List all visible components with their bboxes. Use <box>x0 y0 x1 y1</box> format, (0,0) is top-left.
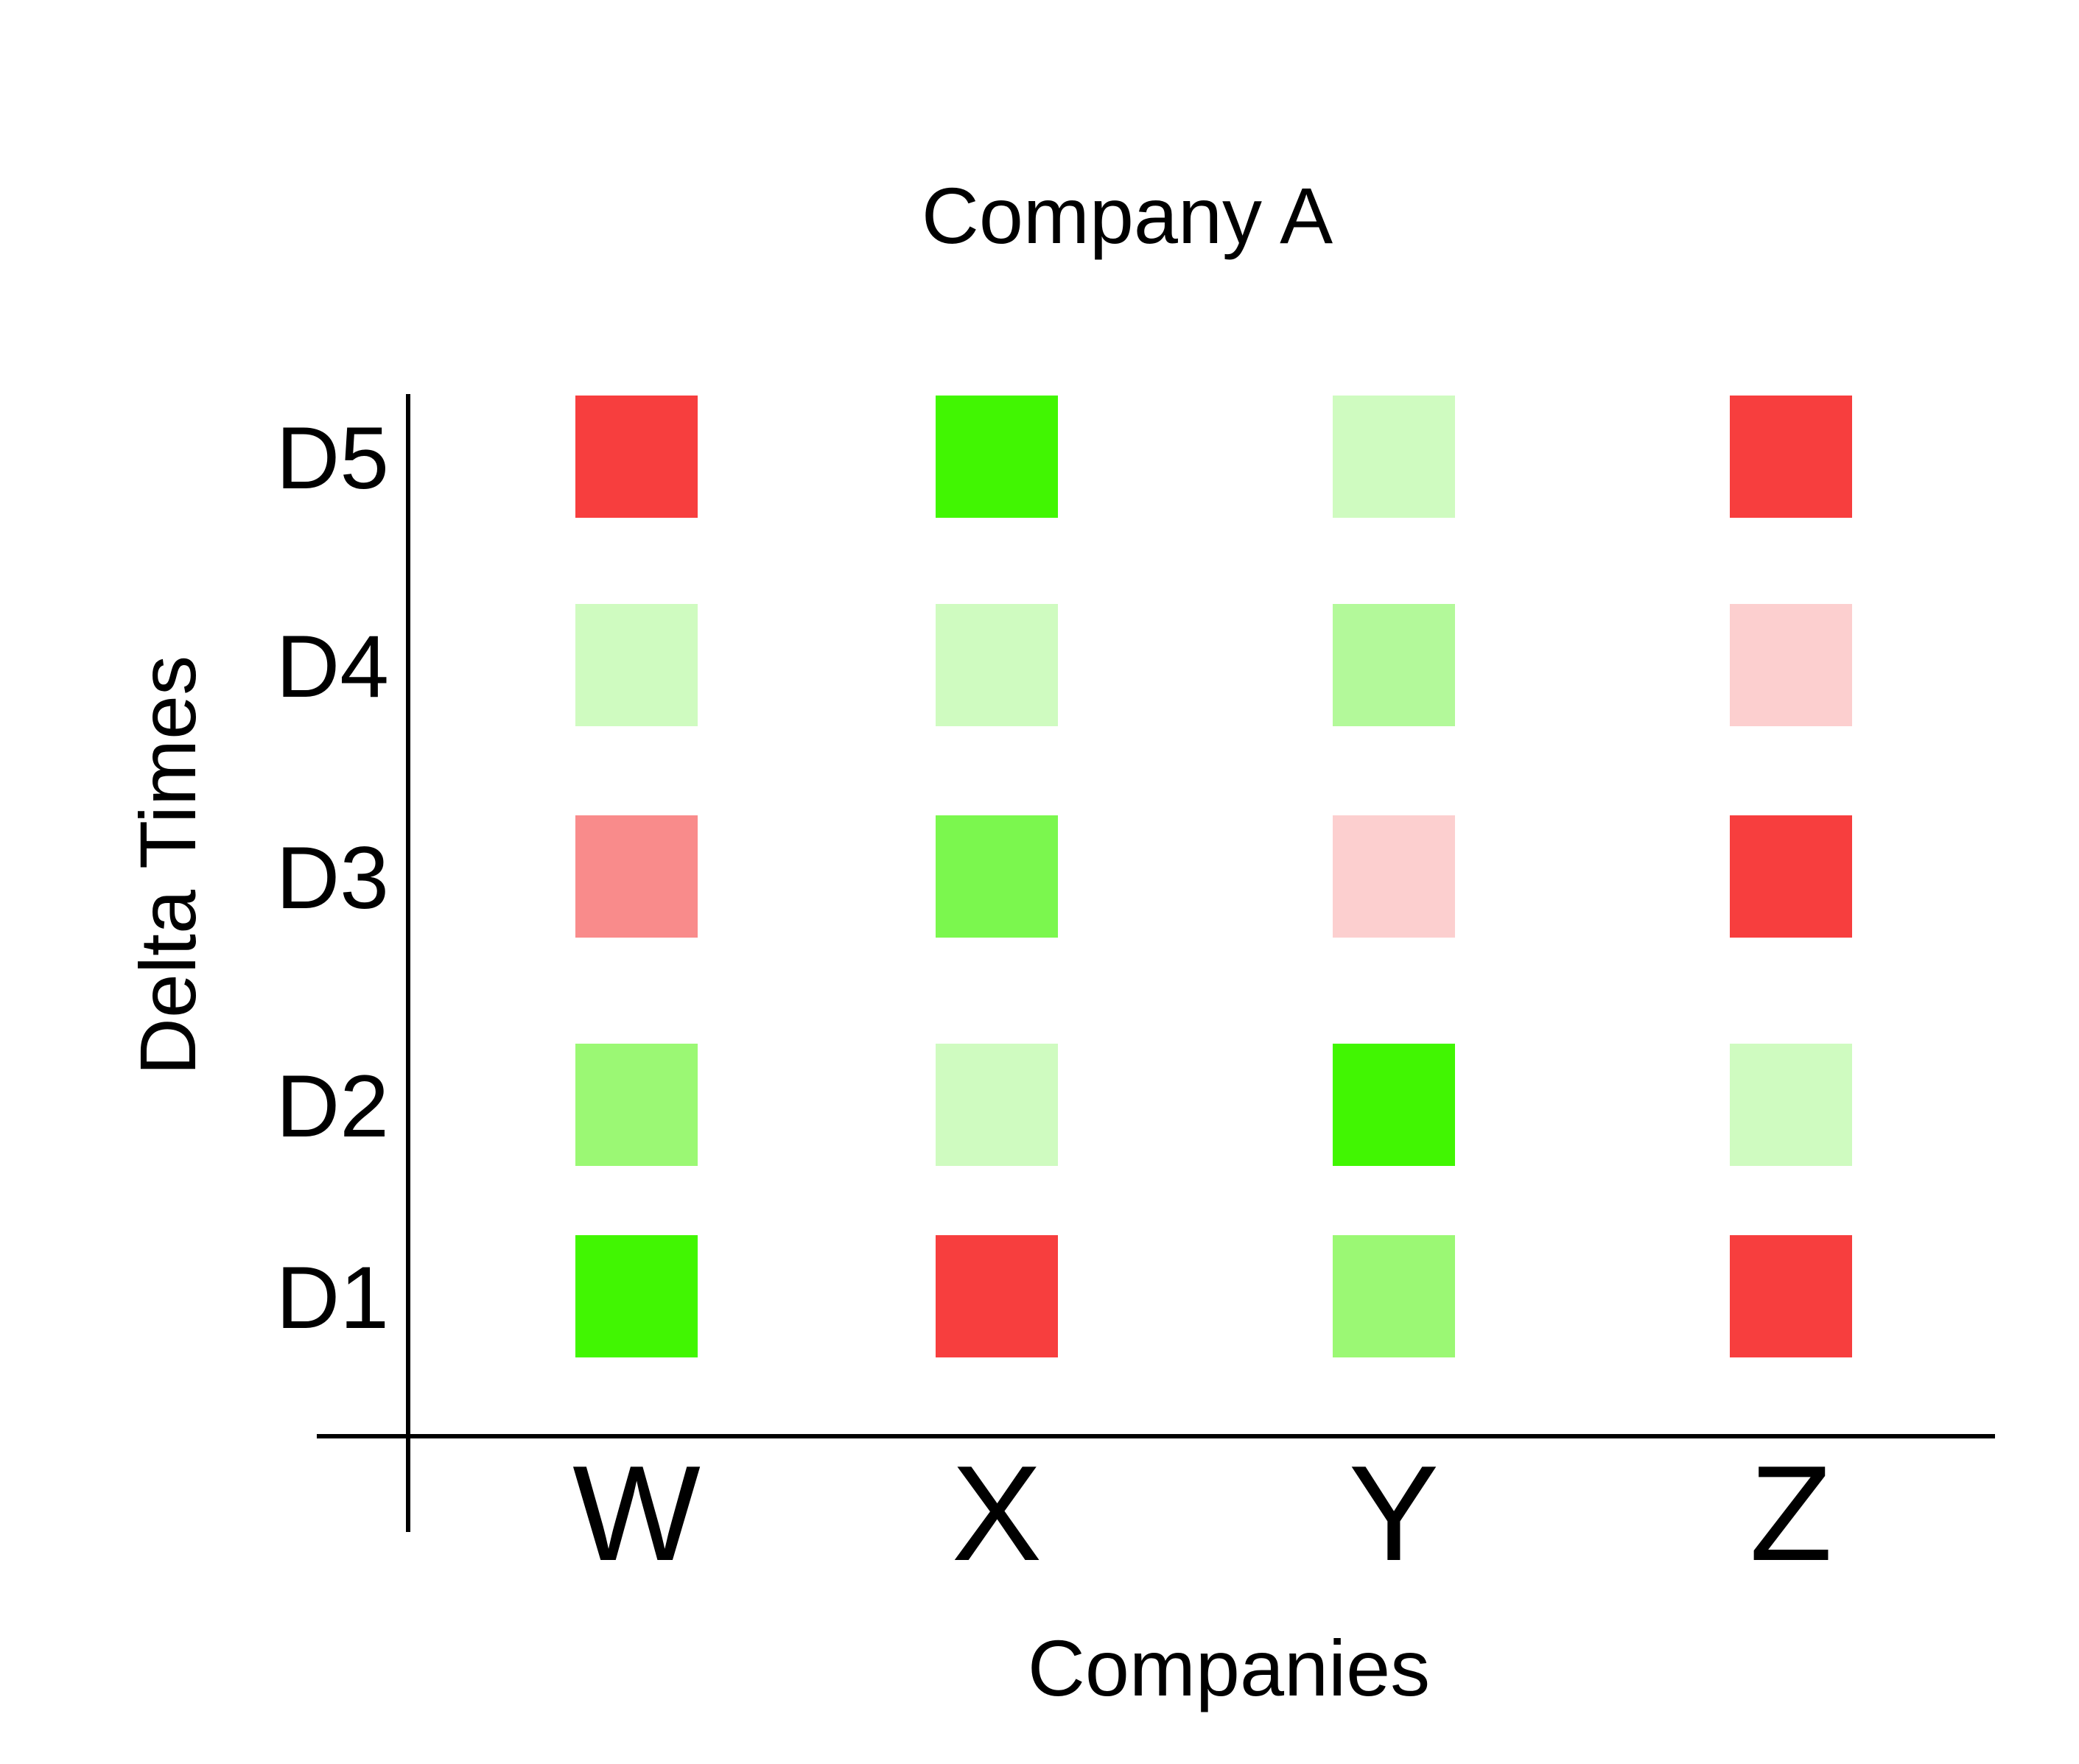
heatmap-cell-y-d1 <box>1333 1235 1455 1357</box>
heatmap-cell-w-d2 <box>575 1044 698 1166</box>
heatmap-cell-w-d3 <box>575 815 698 938</box>
y-tick-label-d1: D1 <box>276 1248 389 1347</box>
y-tick-labels: D1 D2 D3 D4 D5 <box>276 409 389 1347</box>
heatmap-cell-z-d3 <box>1730 815 1852 938</box>
heatmap-cell-w-d1 <box>575 1235 698 1357</box>
x-tick-labels: W X Y Z <box>572 1437 1832 1589</box>
heatmap-cell-y-d5 <box>1333 396 1455 518</box>
y-axis-title: Delta Times <box>123 656 212 1075</box>
x-axis-title: Companies <box>1028 1623 1430 1712</box>
y-tick-label-d2: D2 <box>276 1057 389 1156</box>
x-tick-label-x: X <box>952 1437 1042 1589</box>
heatmap-cell-y-d2 <box>1333 1044 1455 1166</box>
heatmap-cell-z-d5 <box>1730 396 1852 518</box>
x-tick-label-z: Z <box>1750 1437 1832 1589</box>
heatmap-cell-x-d1 <box>936 1235 1058 1357</box>
heatmap-cells <box>575 396 1852 1357</box>
heatmap-cell-w-d4 <box>575 604 698 726</box>
heatmap-cell-z-d2 <box>1730 1044 1852 1166</box>
heatmap-cell-x-d3 <box>936 815 1058 938</box>
heatmap-cell-z-d4 <box>1730 604 1852 726</box>
heatmap-cell-z-d1 <box>1730 1235 1852 1357</box>
heatmap-cell-y-d4 <box>1333 604 1455 726</box>
x-tick-label-w: W <box>572 1437 701 1589</box>
heatmap-cell-w-d5 <box>575 396 698 518</box>
y-tick-label-d5: D5 <box>276 409 389 507</box>
chart-title: Company A <box>922 171 1333 260</box>
heatmap-cell-x-d2 <box>936 1044 1058 1166</box>
y-tick-label-d3: D3 <box>276 829 389 927</box>
y-tick-label-d4: D4 <box>276 617 389 716</box>
x-tick-label-y: Y <box>1349 1437 1440 1589</box>
heatmap-cell-x-d4 <box>936 604 1058 726</box>
heatmap-cell-y-d3 <box>1333 815 1455 938</box>
heatmap-cell-x-d5 <box>936 396 1058 518</box>
